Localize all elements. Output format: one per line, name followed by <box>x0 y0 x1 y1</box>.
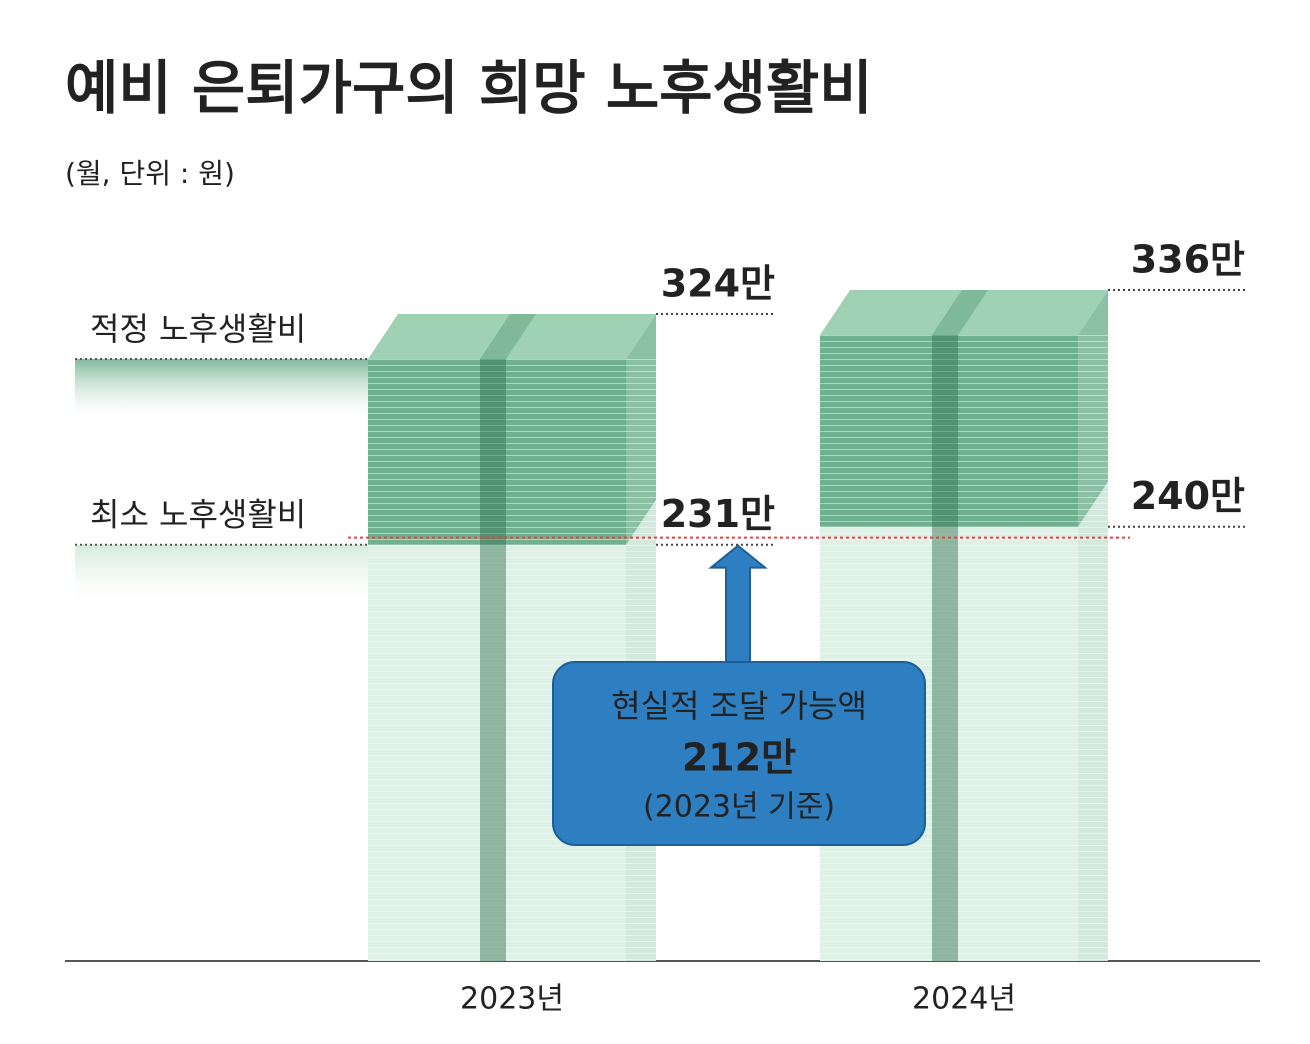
chart-subtitle: (월, 단위 : 원) <box>65 157 235 190</box>
legend-band <box>75 544 368 610</box>
sheet-lines <box>368 358 656 961</box>
strap <box>932 335 958 961</box>
annotation-title: 현실적 조달 가능액 <box>611 687 867 725</box>
annotation-arrow <box>708 544 768 665</box>
annotation-box <box>552 661 926 846</box>
annotation-value: 212만 <box>682 736 796 780</box>
value-label: 240만 <box>1131 474 1245 518</box>
x-tick-label: 2024년 <box>912 982 1016 1017</box>
strap <box>480 358 506 961</box>
legend-band <box>75 358 368 424</box>
strap-top <box>480 313 536 359</box>
value-label: 231만 <box>661 492 775 536</box>
sheet-lines <box>820 335 1108 961</box>
legend-label: 적정 노후생활비 <box>90 310 306 348</box>
value-label: 336만 <box>1131 238 1245 282</box>
value-label: 324만 <box>661 261 775 305</box>
legend-label: 최소 노후생활비 <box>90 496 306 534</box>
strap-top <box>932 290 988 335</box>
x-tick-label: 2023년 <box>460 982 564 1017</box>
chart-title: 예비 은퇴가구의 희망 노후생활비 <box>65 54 873 122</box>
annotation-note: (2023년 기준) <box>643 790 835 825</box>
